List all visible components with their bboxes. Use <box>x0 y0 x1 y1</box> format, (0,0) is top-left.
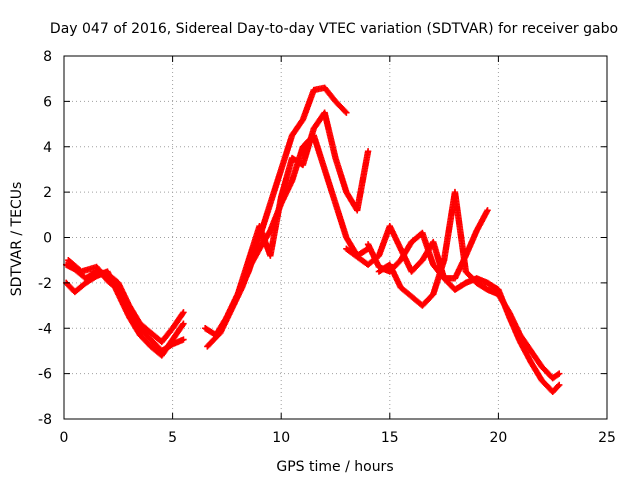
data-point <box>179 321 186 329</box>
x-tick-label: 25 <box>598 430 616 446</box>
y-tick-label: -8 <box>38 412 52 428</box>
x-axis-label: GPS time / hours <box>276 459 393 475</box>
y-tick-label: 8 <box>43 49 52 65</box>
data-marks <box>62 84 563 395</box>
series-track-h <box>375 188 563 382</box>
y-tick-label: 2 <box>43 185 52 201</box>
data-point <box>342 108 349 115</box>
data-point <box>556 381 563 389</box>
y-tick-label: 0 <box>43 231 52 247</box>
chart-title: Day 047 of 2016, Sidereal Day-to-day VTE… <box>50 21 618 37</box>
y-tick-label: 6 <box>43 94 52 110</box>
data-point <box>554 382 562 390</box>
data-point <box>343 109 350 116</box>
data-point <box>554 371 562 378</box>
x-tick-label: 20 <box>489 430 507 446</box>
x-tick-label: 10 <box>272 430 290 446</box>
axis-ticks: 0 5 10 15 20 25 -8 -6 -4 -2 0 2 4 6 8 <box>38 49 616 446</box>
y-tick-label: -2 <box>38 276 52 292</box>
data-point <box>364 148 372 155</box>
series-track-f <box>223 109 372 321</box>
y-tick-label: -4 <box>38 321 52 337</box>
data-point <box>180 309 187 316</box>
series-track-c <box>65 256 187 355</box>
data-point <box>180 320 187 327</box>
y-tick-label: 4 <box>43 140 52 156</box>
data-point <box>180 336 187 343</box>
data-point <box>484 207 491 214</box>
data-point <box>179 310 186 317</box>
y-tick-label: -6 <box>38 367 52 383</box>
x-tick-label: 0 <box>60 430 69 446</box>
data-point <box>556 370 563 377</box>
y-axis-label: SDTVAR / TECUs <box>9 182 25 297</box>
x-tick-label: 15 <box>381 430 399 446</box>
series-track-i <box>364 207 491 282</box>
x-tick-label: 5 <box>168 430 177 446</box>
